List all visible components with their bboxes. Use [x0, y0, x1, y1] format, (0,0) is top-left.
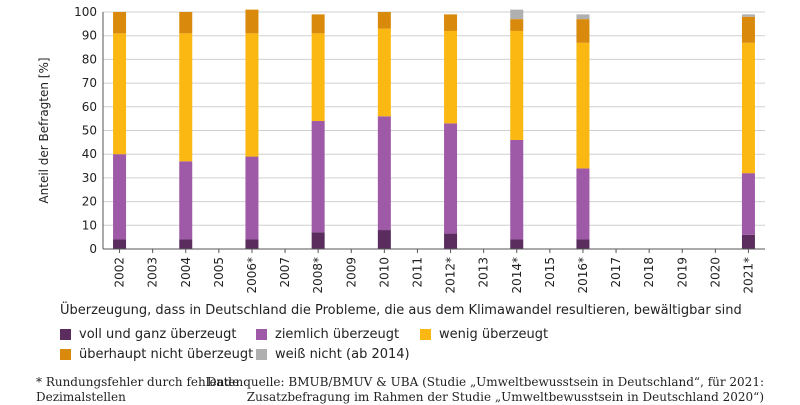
y-tick-label: 30 — [82, 171, 97, 185]
x-tick-label: 2004 — [179, 257, 193, 288]
x-tick-label: 2009 — [344, 257, 358, 288]
x-tick-label: 2019 — [675, 257, 689, 288]
legend-swatch — [60, 329, 71, 340]
bar-segment — [510, 19, 524, 31]
y-tick-label: 20 — [82, 195, 97, 209]
x-tick-label: 2020 — [708, 257, 722, 288]
x-tick-label: 2002 — [113, 257, 127, 288]
x-tick-label: 2003 — [146, 257, 160, 288]
x-tick-label: 2017 — [609, 257, 623, 288]
footnote-line-1: * Rundungsfehler durch fehlende — [36, 375, 240, 389]
bar-segment — [179, 12, 193, 34]
bar-segment — [113, 33, 127, 155]
x-tick-labels: 2002 2003 2004 2005 2006* 2007 2008* 2009 2010 20… — [113, 249, 755, 294]
legend-swatch — [60, 349, 71, 360]
bar-segment — [444, 14, 458, 31]
bar-segment — [245, 156, 259, 240]
x-tick-label: 2013 — [477, 257, 491, 288]
legend-item: überhaupt nicht überzeugt — [60, 347, 253, 362]
source-line-1: Datenquelle: BMUB/BMUV & UBA (Studie „Um… — [206, 375, 764, 389]
legend-swatch — [256, 329, 267, 340]
bar-segment — [444, 233, 458, 249]
axes — [102, 12, 765, 250]
bar-segment — [377, 230, 391, 249]
bar-segment — [245, 33, 259, 157]
bar-segment — [576, 14, 590, 20]
bar-segment — [510, 239, 524, 249]
legend-item: weiß nicht (ab 2014) — [256, 347, 410, 362]
gridlines — [103, 11, 765, 226]
bar-segment — [510, 9, 524, 20]
x-tick-label: 2008* — [311, 257, 325, 294]
bar-segment — [576, 239, 590, 249]
x-tick-label: 2016* — [576, 257, 590, 294]
bar-segment — [444, 123, 458, 234]
y-tick-labels: 0 10 20 30 40 50 60 70 80 90 100 — [74, 5, 97, 256]
bar-segment — [510, 139, 524, 240]
legend-swatch — [420, 329, 431, 340]
legend-label: ziemlich überzeugt — [275, 327, 400, 342]
bar-segment — [311, 14, 325, 34]
bar-segment — [113, 239, 127, 249]
x-tick-label: 2006* — [245, 257, 259, 294]
y-tick-label: 80 — [82, 52, 97, 66]
legend-label: weiß nicht (ab 2014) — [275, 347, 410, 362]
x-tick-label: 2015 — [543, 257, 557, 288]
bar-segment — [377, 28, 391, 117]
legend-title: Überzeugung, dass in Deutschland die Pro… — [60, 303, 742, 318]
y-tick-label: 100 — [74, 5, 97, 19]
x-tick-label: 2010 — [377, 257, 391, 288]
bar-segment — [576, 168, 590, 240]
x-tick-label: 2021* — [741, 257, 755, 294]
bar-segment — [741, 14, 755, 17]
bar-segment — [576, 42, 590, 169]
bar-segment — [741, 234, 755, 249]
y-tick-label: 70 — [82, 76, 97, 90]
x-tick-label: 2018 — [642, 257, 656, 288]
bar-segment — [510, 30, 524, 140]
bar-segment — [113, 154, 127, 240]
bar-segment — [179, 239, 193, 249]
legend-label: wenig überzeugt — [439, 327, 549, 342]
bar-segment — [741, 42, 755, 174]
y-tick-label: 0 — [89, 242, 97, 256]
legend-item: wenig überzeugt — [420, 327, 548, 342]
bar-segment — [444, 30, 458, 124]
bar-segment — [311, 33, 325, 122]
y-tick-label: 50 — [82, 124, 97, 138]
bar-segment — [179, 33, 193, 162]
y-tick-label: 60 — [82, 100, 97, 114]
bar-segment — [245, 9, 259, 34]
x-tick-label: 2014* — [510, 257, 524, 294]
bar-segment — [576, 19, 590, 43]
bar-segment — [311, 121, 325, 233]
legend-swatch — [256, 349, 267, 360]
x-tick-label: 2012* — [444, 257, 458, 294]
bar-segment — [245, 239, 259, 249]
bar-segment — [741, 173, 755, 235]
bar-segment — [113, 12, 127, 34]
y-tick-label: 40 — [82, 147, 97, 161]
legend-label: voll und ganz überzeugt — [79, 327, 237, 342]
x-tick-label: 2005 — [212, 257, 226, 288]
y-tick-label: 10 — [82, 218, 97, 232]
bar-segment — [377, 116, 391, 231]
y-tick-label: 90 — [82, 29, 97, 43]
bar-segment — [179, 161, 193, 240]
bar-segment — [741, 16, 755, 43]
y-axis-label: Anteil der Befragten [%] — [37, 57, 51, 203]
bar-segment — [377, 12, 391, 29]
source-line-2: Zusatzbefragung im Rahmen der Studie „Um… — [246, 390, 764, 404]
legend-item: voll und ganz überzeugt — [60, 327, 237, 342]
legend-label: überhaupt nicht überzeugt — [79, 347, 254, 362]
source-note: Datenquelle: BMUB/BMUV & UBA (Studie „Um… — [207, 375, 764, 405]
bar-segment — [311, 232, 325, 249]
x-tick-label: 2007 — [278, 257, 292, 288]
bars — [113, 9, 755, 249]
legend-item: ziemlich überzeugt — [256, 327, 399, 342]
x-tick-label: 2011 — [410, 257, 424, 288]
